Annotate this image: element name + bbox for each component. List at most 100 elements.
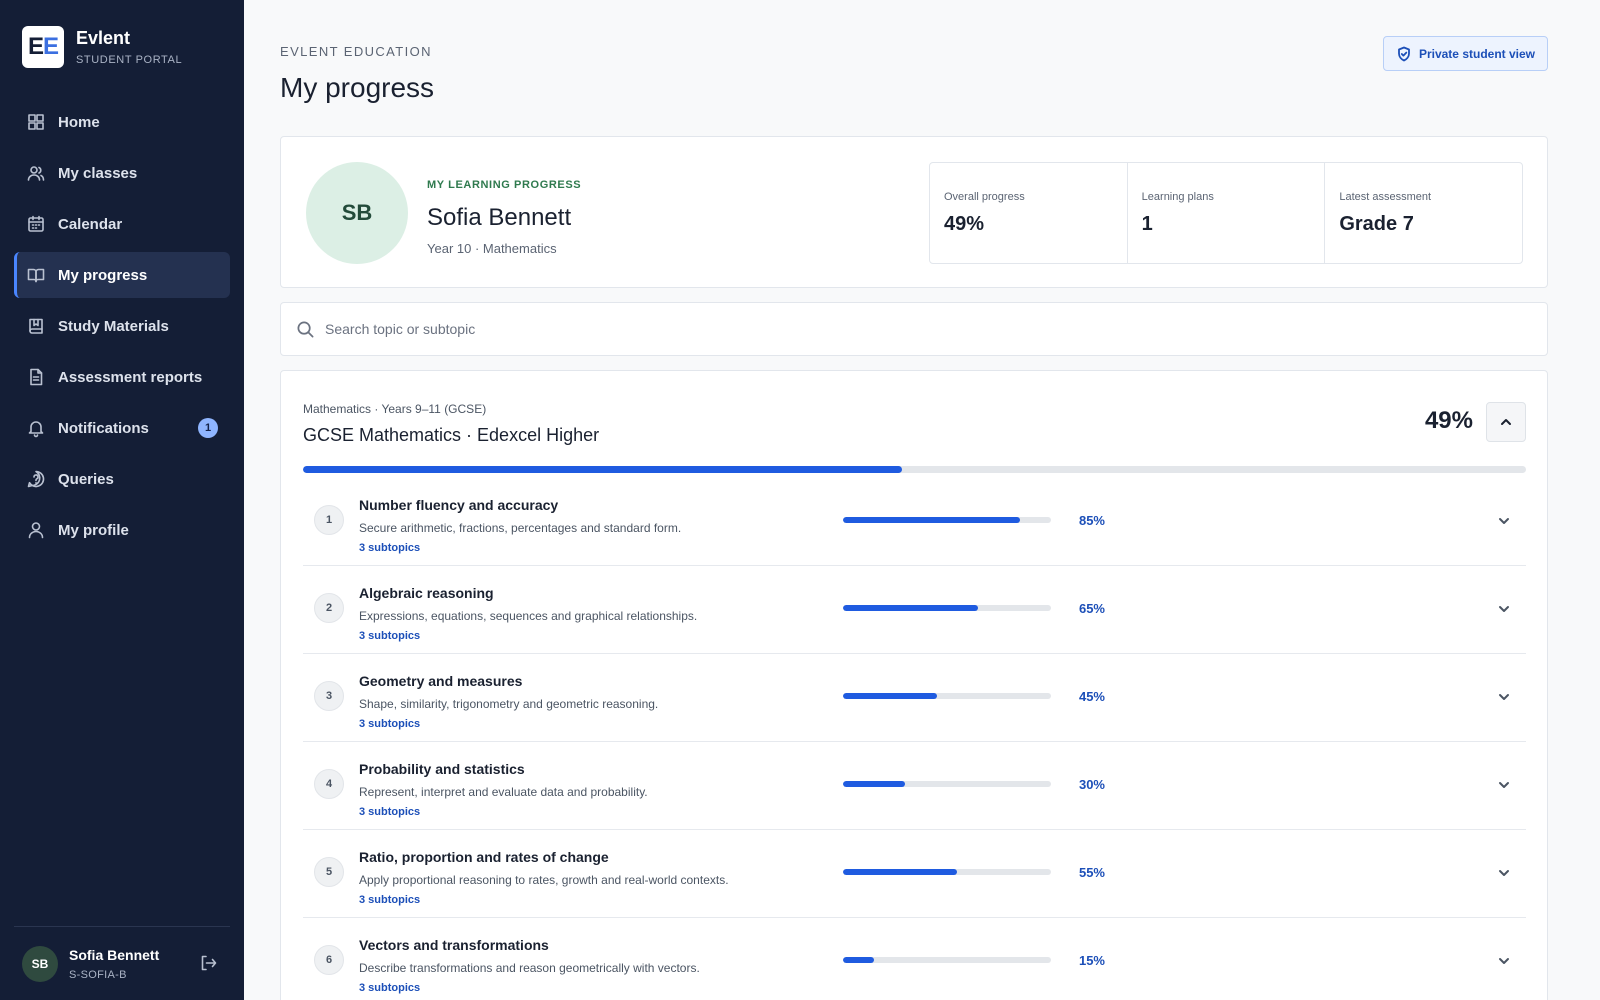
- student-name: Sofia Bennett: [427, 204, 572, 231]
- expand-topic-button[interactable]: [1494, 951, 1514, 971]
- private-student-view-label: Private student view: [1418, 46, 1535, 61]
- user-name: Sofia Bennett: [69, 946, 160, 963]
- sidebar-item-home[interactable]: Home: [14, 99, 230, 145]
- topic-subtopics-link[interactable]: 3 subtopics: [359, 630, 421, 642]
- collapse-course-button[interactable]: [1486, 402, 1526, 442]
- sidebar-nav: Home My classes Calendar My progress Stu…: [14, 99, 230, 558]
- topic-progress-bar: [843, 781, 1051, 787]
- topic-subtopics-link[interactable]: 3 subtopics: [359, 894, 421, 906]
- topic-row[interactable]: 2 Algebraic reasoning Expressions, equat…: [303, 566, 1526, 654]
- sidebar-item-label: Assessment reports: [58, 368, 203, 386]
- student-meta: Year 10 · Mathematics: [427, 241, 557, 256]
- topic-progress-bar: [843, 605, 1051, 611]
- sidebar-item-queries[interactable]: Queries: [14, 456, 230, 502]
- topic-title: Algebraic reasoning: [359, 585, 494, 601]
- expand-topic-button[interactable]: [1494, 863, 1514, 883]
- topic-percent: 55%: [1078, 865, 1105, 880]
- topic-description: Apply proportional reasoning to rates, g…: [359, 873, 729, 887]
- course-card: Mathematics · Years 9–11 (GCSE) GCSE Mat…: [280, 370, 1548, 1000]
- topic-subtopics-link[interactable]: 3 subtopics: [359, 542, 421, 554]
- topic-row[interactable]: 6 Vectors and transformations Describe t…: [303, 918, 1526, 1000]
- avatar[interactable]: SB: [22, 945, 58, 982]
- topic-percent: 15%: [1078, 953, 1105, 968]
- topic-subtopics-link[interactable]: 3 subtopics: [359, 718, 421, 730]
- topic-progress-bar: [843, 869, 1051, 875]
- topic-progress-bar: [843, 517, 1051, 523]
- chevron-down-icon: [1499, 782, 1509, 788]
- stats-panel: Overall progress 49% Learning plans 1 La…: [929, 162, 1523, 264]
- shield-icon: [1398, 46, 1410, 61]
- topic-title: Ratio, proportion and rates of change: [359, 849, 609, 865]
- course-subtitle: Mathematics · Years 9–11 (GCSE): [303, 402, 487, 416]
- topic-row[interactable]: 4 Probability and statistics Represent, …: [303, 742, 1526, 830]
- sidebar-item-label: Home: [58, 113, 100, 131]
- topic-number: 3: [314, 681, 344, 711]
- sidebar-item-my-profile[interactable]: My profile: [14, 507, 230, 553]
- topic-number: 1: [314, 505, 344, 535]
- file-text-icon: [26, 367, 46, 387]
- topic-progress-bar: [843, 957, 1051, 963]
- topic-row[interactable]: 3 Geometry and measures Shape, similarit…: [303, 654, 1526, 742]
- stat-label: Learning plans: [1141, 191, 1214, 203]
- stat-overall-progress: Overall progress 49%: [930, 163, 1128, 263]
- topic-row[interactable]: 5 Ratio, proportion and rates of change …: [303, 830, 1526, 918]
- sidebar-item-study-materials[interactable]: Study Materials: [14, 303, 230, 349]
- user-id: S-SOFIA-B: [69, 968, 127, 981]
- topic-percent: 45%: [1078, 689, 1105, 704]
- brand-subtitle: STUDENT PORTAL: [76, 54, 183, 66]
- search-icon: [297, 321, 314, 337]
- chevron-down-icon: [1499, 606, 1509, 612]
- brand-name: Evlent: [76, 28, 131, 48]
- sidebar-item-assessment-reports[interactable]: Assessment reports: [14, 354, 230, 400]
- stat-value: 1: [1141, 213, 1153, 235]
- user-icon: [26, 520, 46, 540]
- bell-icon: [26, 418, 46, 438]
- sidebar-item-my-classes[interactable]: My classes: [14, 150, 230, 196]
- topic-description: Represent, interpret and evaluate data a…: [359, 785, 648, 799]
- sidebar-item-my-progress[interactable]: My progress: [14, 252, 230, 298]
- topic-progress-fill: [843, 693, 937, 699]
- topic-percent: 30%: [1078, 777, 1105, 792]
- topic-percent: 65%: [1078, 601, 1105, 616]
- private-student-view-button[interactable]: Private student view: [1382, 36, 1548, 71]
- page-title: My progress: [280, 72, 435, 103]
- sidebar-item-label: Calendar: [58, 215, 123, 233]
- topic-number: 2: [314, 593, 344, 623]
- sidebar-item-calendar[interactable]: Calendar: [14, 201, 230, 247]
- calendar-icon: [26, 214, 46, 234]
- expand-topic-button[interactable]: [1494, 775, 1514, 795]
- expand-topic-button[interactable]: [1494, 511, 1514, 531]
- help-circle-icon: [26, 469, 46, 489]
- topic-description: Shape, similarity, trigonometry and geom…: [359, 697, 659, 711]
- topic-list: 1 Number fluency and accuracy Secure ari…: [303, 478, 1526, 1000]
- stat-label: Overall progress: [944, 191, 1025, 203]
- chevron-down-icon: [1499, 870, 1509, 876]
- topic-title: Probability and statistics: [359, 761, 525, 777]
- topic-number: 4: [314, 769, 344, 799]
- chevron-down-icon: [1499, 958, 1509, 964]
- topic-progress-bar: [843, 693, 1051, 699]
- stat-label: Latest assessment: [1339, 191, 1432, 203]
- expand-topic-button[interactable]: [1494, 687, 1514, 707]
- topic-row[interactable]: 1 Number fluency and accuracy Secure ari…: [303, 478, 1526, 566]
- topic-subtopics-link[interactable]: 3 subtopics: [359, 982, 421, 994]
- topic-number: 5: [314, 857, 344, 887]
- topic-title: Geometry and measures: [359, 673, 523, 689]
- expand-topic-button[interactable]: [1494, 599, 1514, 619]
- topic-number: 6: [314, 945, 344, 975]
- book-open-icon: [26, 265, 46, 285]
- topic-progress-fill: [843, 781, 906, 787]
- topic-description: Describe transformations and reason geom…: [359, 961, 700, 975]
- search-bar: [280, 302, 1548, 356]
- notifications-count-badge: 1: [198, 418, 218, 438]
- search-input[interactable]: [325, 321, 925, 337]
- topic-subtopics-link[interactable]: 3 subtopics: [359, 806, 421, 818]
- profile-card: SB MY LEARNING PROGRESS Sofia Bennett Ye…: [280, 136, 1548, 288]
- logout-button[interactable]: [198, 953, 220, 975]
- sidebar-item-label: Queries: [58, 470, 114, 488]
- sidebar-item-notifications[interactable]: Notifications 1: [14, 405, 230, 451]
- chevron-up-icon: [1501, 419, 1511, 425]
